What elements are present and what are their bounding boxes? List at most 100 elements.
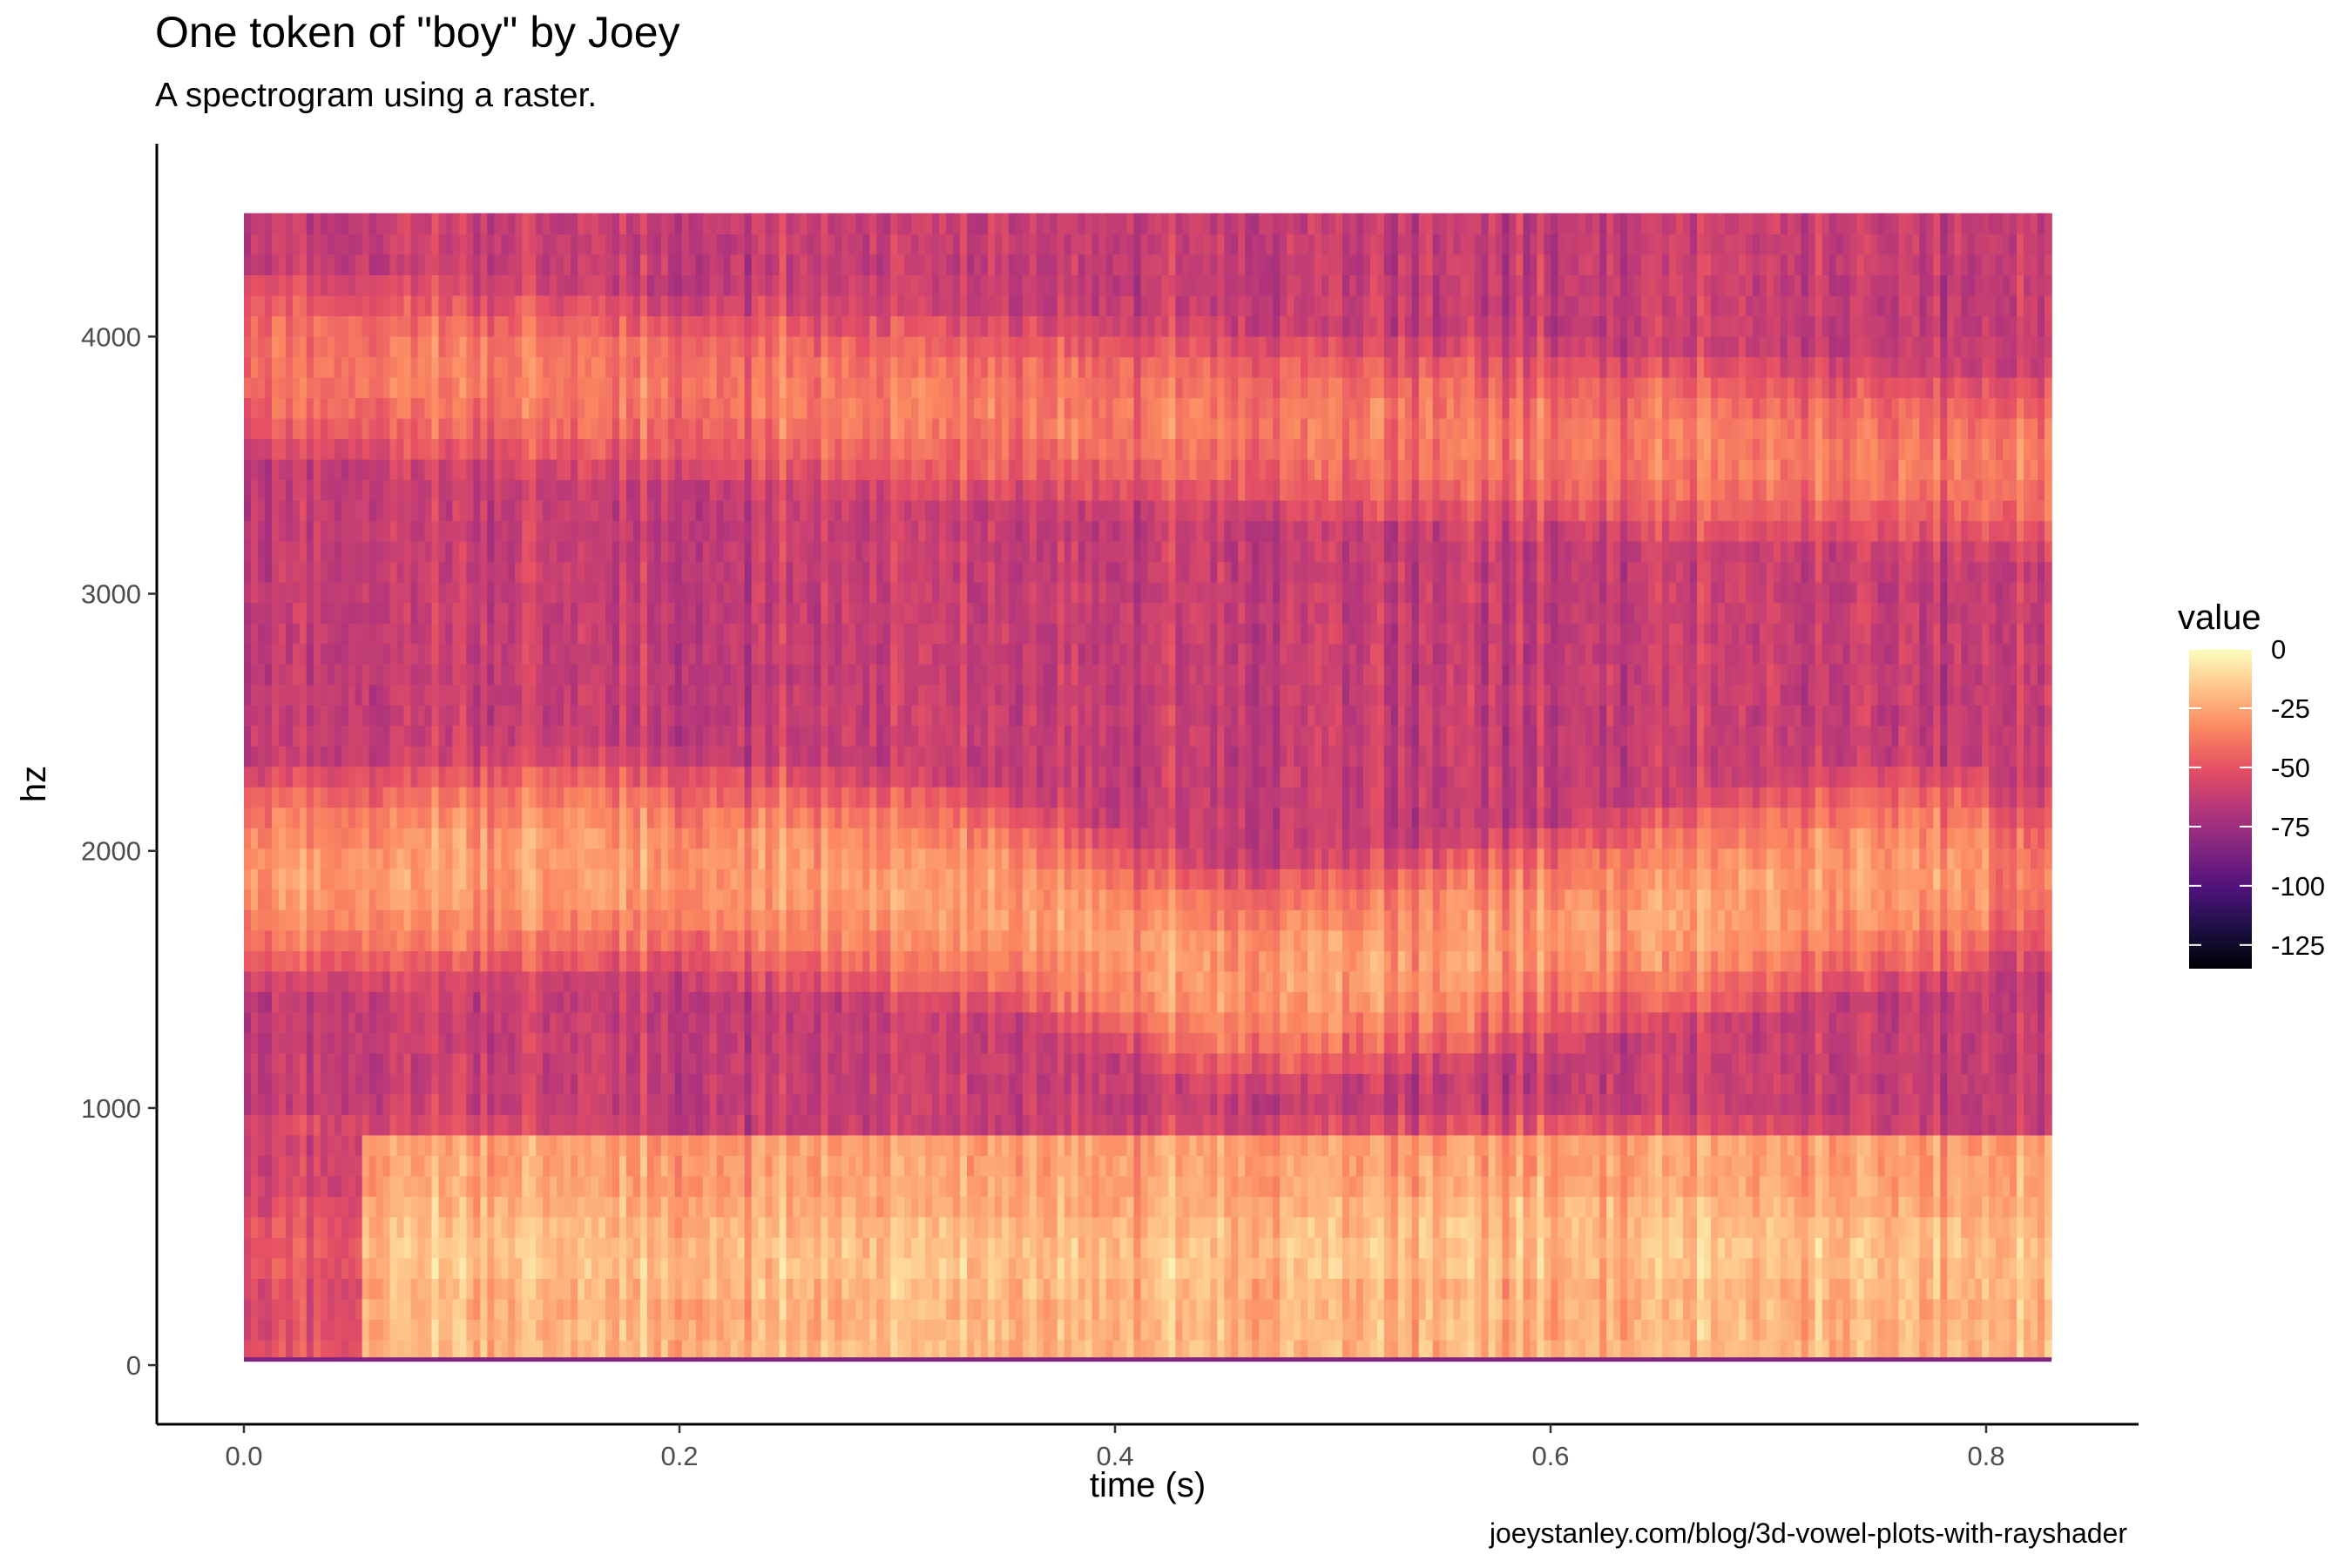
- raster-cell: [501, 213, 510, 235]
- raster-cell: [779, 889, 787, 910]
- raster-cell: [473, 356, 482, 378]
- raster-cell: [821, 622, 829, 645]
- raster-cell: [716, 786, 725, 808]
- raster-cell: [522, 1052, 531, 1074]
- raster-cell: [744, 1114, 753, 1136]
- raster-cell: [779, 868, 787, 890]
- raster-cell: [417, 1278, 426, 1300]
- raster-cell: [605, 1196, 613, 1218]
- raster-cell: [494, 725, 503, 747]
- raster-cell: [501, 807, 510, 828]
- raster-cell: [625, 479, 634, 501]
- raster-cell: [522, 417, 531, 440]
- raster-cell: [709, 1216, 718, 1238]
- raster-cell: [578, 520, 585, 542]
- raster-cell: [625, 1093, 634, 1115]
- raster-cell: [480, 1237, 489, 1259]
- raster-cell: [779, 1052, 787, 1074]
- raster-cell: [605, 1257, 613, 1279]
- raster-cell: [751, 315, 760, 337]
- raster-cell: [737, 335, 746, 358]
- raster-cell: [368, 766, 377, 787]
- raster-cell: [564, 540, 571, 563]
- raster-cell: [257, 970, 266, 992]
- raster-cell: [828, 1278, 836, 1300]
- raster-cell: [807, 1073, 815, 1095]
- raster-cell: [452, 397, 461, 419]
- raster-cell: [695, 1011, 704, 1033]
- raster-cell: [257, 725, 266, 747]
- raster-cell: [494, 622, 503, 645]
- raster-cell: [571, 1237, 578, 1259]
- raster-cell: [758, 1298, 767, 1320]
- raster-cell: [536, 253, 544, 276]
- raster-cell: [779, 1339, 787, 1362]
- raster-cell: [431, 970, 440, 992]
- raster-cell: [327, 356, 335, 378]
- raster-cell: [821, 991, 829, 1013]
- raster-cell: [424, 520, 433, 542]
- raster-cell: [779, 929, 787, 951]
- raster-cell: [667, 909, 676, 931]
- raster-cell: [807, 602, 815, 624]
- raster-cell: [508, 1257, 517, 1279]
- raster-cell: [744, 356, 753, 378]
- raster-cell: [855, 1339, 864, 1362]
- raster-cell: [285, 294, 294, 317]
- raster-cell: [772, 868, 781, 890]
- raster-cell: [667, 1196, 676, 1218]
- raster-cell: [438, 1032, 447, 1054]
- raster-cell: [459, 335, 468, 358]
- raster-cell: [417, 438, 426, 460]
- raster-cell: [667, 1114, 676, 1136]
- raster-cell: [667, 1134, 676, 1156]
- raster-cell: [855, 376, 864, 399]
- raster-cell: [618, 1196, 627, 1218]
- raster-cell: [751, 376, 760, 399]
- raster-cell: [522, 868, 531, 890]
- raster-cell: [264, 438, 273, 460]
- raster-cell: [625, 458, 634, 481]
- raster-cell: [821, 1319, 829, 1341]
- raster-cell: [793, 1298, 801, 1320]
- raster-cell: [667, 807, 676, 828]
- raster-cell: [695, 458, 704, 481]
- raster-cell: [375, 725, 384, 747]
- raster-cell: [674, 1196, 683, 1218]
- raster-cell: [257, 643, 266, 665]
- raster-cell: [466, 1032, 475, 1054]
- raster-cell: [529, 950, 537, 972]
- raster-cell: [292, 1298, 301, 1320]
- raster-cell: [848, 520, 857, 542]
- raster-cell: [452, 868, 461, 890]
- raster-cell: [848, 786, 857, 808]
- raster-cell: [452, 417, 461, 440]
- raster-cell: [368, 704, 377, 727]
- raster-cell: [702, 684, 711, 706]
- raster-cell: [480, 622, 489, 645]
- raster-cell: [855, 991, 864, 1013]
- raster-cell: [362, 356, 370, 378]
- raster-cell: [667, 868, 676, 890]
- raster-cell: [501, 1257, 510, 1279]
- raster-cell: [494, 561, 503, 583]
- raster-cell: [632, 1196, 641, 1218]
- raster-cell: [375, 253, 384, 276]
- raster-cell: [730, 1073, 739, 1095]
- raster-cell: [431, 253, 440, 276]
- raster-cell: [841, 1155, 850, 1177]
- raster-cell: [723, 929, 732, 951]
- raster-cell: [362, 622, 370, 645]
- raster-cell: [751, 1134, 760, 1156]
- raster-cell: [758, 315, 767, 337]
- raster-cell: [438, 1175, 447, 1197]
- raster-cell: [466, 643, 475, 665]
- raster-cell: [244, 438, 252, 460]
- raster-cell: [257, 213, 266, 235]
- raster-cell: [271, 315, 280, 337]
- raster-cell: [758, 1155, 767, 1177]
- raster-cell: [487, 848, 496, 869]
- raster-cell: [244, 622, 252, 645]
- raster-cell: [605, 991, 613, 1013]
- raster-cell: [578, 991, 585, 1013]
